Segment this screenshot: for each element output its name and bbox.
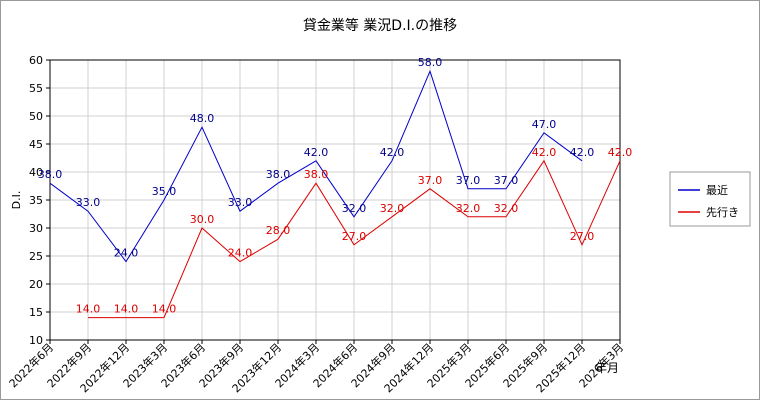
- y-tick-label: 15: [29, 306, 43, 319]
- data-label: 24.0: [228, 247, 253, 260]
- line: [88, 159, 621, 319]
- data-label: 38.0: [304, 168, 329, 181]
- line: [49, 69, 583, 263]
- chart-title: 貸金業等 業況D.I.の推移: [303, 17, 457, 34]
- data-label: 32.0: [342, 202, 367, 215]
- y-tick-label: 35: [29, 194, 43, 207]
- legend-box: [669, 171, 751, 227]
- data-label: 42.0: [532, 146, 557, 159]
- y-tick-label: 25: [29, 250, 43, 263]
- data-label: 14.0: [114, 303, 139, 316]
- y-tick-label: 30: [29, 222, 43, 235]
- data-label: 32.0: [494, 202, 519, 215]
- data-label: 24.0: [114, 247, 139, 260]
- y-tick-label: 10: [29, 334, 43, 347]
- data-label: 42.0: [608, 146, 633, 159]
- legend-label: 最近: [706, 184, 728, 197]
- y-tick-label: 60: [29, 54, 43, 67]
- data-label: 35.0: [152, 185, 177, 198]
- data-label: 42.0: [380, 146, 405, 159]
- data-label: 28.0: [266, 224, 291, 237]
- data-label: 33.0: [76, 196, 101, 209]
- y-axis-label: D.I.: [10, 191, 23, 210]
- data-label: 58.0: [418, 56, 443, 69]
- data-label: 48.0: [190, 112, 215, 125]
- data-label: 14.0: [76, 303, 101, 316]
- data-label: 33.0: [228, 196, 253, 209]
- data-label: 37.0: [456, 174, 481, 187]
- data-label: 30.0: [190, 213, 215, 226]
- y-tick-label: 45: [29, 138, 43, 151]
- data-label: 14.0: [152, 303, 177, 316]
- data-label: 32.0: [456, 202, 481, 215]
- x-axis-label: 年月: [595, 361, 619, 375]
- y-tick-label: 20: [29, 278, 43, 291]
- data-label: 27.0: [570, 230, 595, 243]
- data-label: 42.0: [304, 146, 329, 159]
- data-label: 37.0: [418, 174, 443, 187]
- data-label: 47.0: [532, 118, 557, 131]
- legend-label: 先行き: [706, 206, 739, 219]
- data-label: 27.0: [342, 230, 367, 243]
- data-label: 42.0: [570, 146, 595, 159]
- y-tick-label: 40: [29, 166, 43, 179]
- data-label: 38.0: [38, 168, 63, 181]
- y-tick-label: 50: [29, 110, 43, 123]
- plot-border: [49, 59, 621, 341]
- data-label: 32.0: [380, 202, 405, 215]
- y-tick-label: 55: [29, 82, 43, 95]
- data-label: 38.0: [266, 168, 291, 181]
- data-label: 37.0: [494, 174, 519, 187]
